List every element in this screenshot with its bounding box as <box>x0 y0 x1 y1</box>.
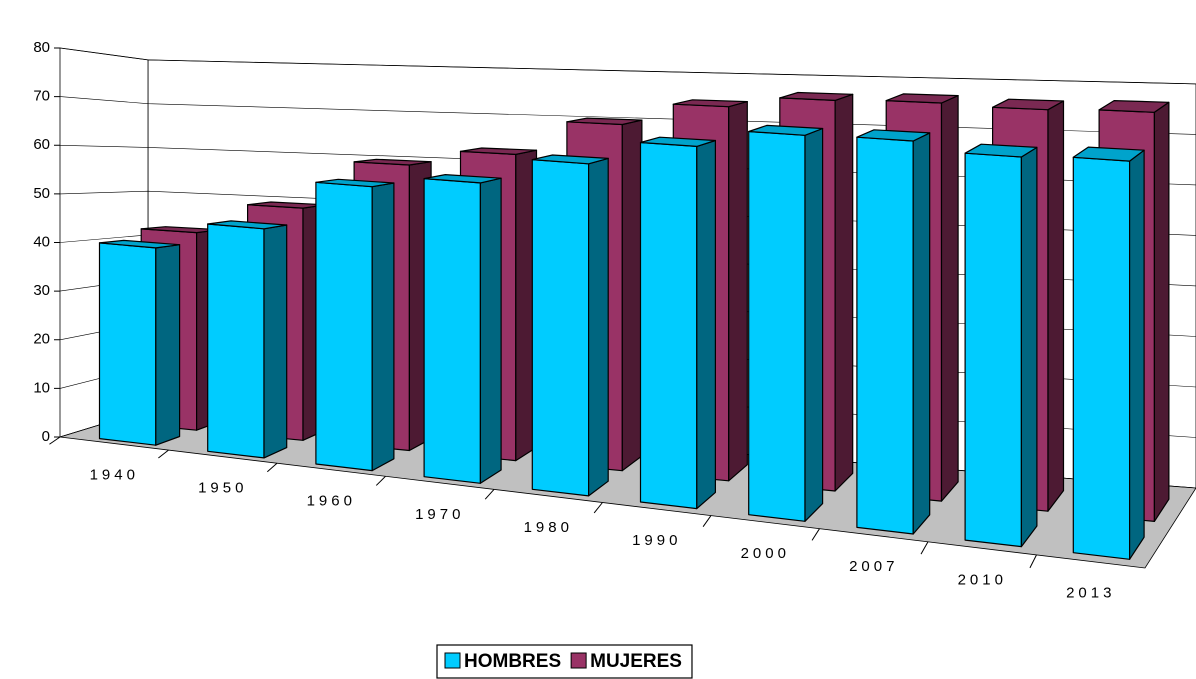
bar-side <box>696 139 717 510</box>
bar-side <box>263 224 288 459</box>
bar <box>964 143 1038 548</box>
x-tick-label: 1970 <box>415 506 464 523</box>
x-tick <box>1029 554 1037 569</box>
y-tick-label: 20 <box>33 331 50 348</box>
y-tick-label: 0 <box>42 428 50 445</box>
bar-top <box>1072 146 1145 162</box>
bar <box>98 239 181 446</box>
bar-front <box>207 223 265 459</box>
y-tick-label: 30 <box>33 282 50 299</box>
x-tick-label: 2007 <box>849 558 898 575</box>
x-tick <box>49 436 61 445</box>
y-tick-label: 50 <box>33 185 50 202</box>
bar <box>531 154 609 497</box>
legend-label: MUJERES <box>590 651 682 672</box>
bar-side <box>728 100 748 482</box>
bar-side <box>1047 100 1065 512</box>
bar <box>1072 146 1145 560</box>
bar-top <box>315 178 395 188</box>
bar-top <box>991 98 1065 111</box>
bar-front <box>315 181 373 472</box>
y-tick-label: 70 <box>33 88 50 105</box>
x-tick-label: 2010 <box>958 571 1007 588</box>
bar-front <box>423 178 481 484</box>
bar <box>207 220 288 459</box>
x-tick-label: 1990 <box>632 532 681 549</box>
x-tick-label: 1940 <box>90 467 139 484</box>
bar-top <box>639 136 717 147</box>
bar-top <box>856 129 931 142</box>
bar-top <box>672 99 748 108</box>
bar-side <box>621 119 643 472</box>
bar <box>639 136 717 510</box>
x-tick-label: 1960 <box>307 493 356 510</box>
bar-side <box>940 94 959 502</box>
bar <box>423 174 502 484</box>
bar-side <box>834 93 854 492</box>
bar-front <box>639 141 698 510</box>
y-tick-label: 10 <box>33 379 50 396</box>
bar-side <box>912 132 931 535</box>
bar-top <box>779 91 854 102</box>
legend-swatch <box>570 652 587 669</box>
y-tick-label: 40 <box>33 233 50 250</box>
x-tick <box>920 541 929 555</box>
bar-front <box>748 130 806 522</box>
bar-side <box>1020 146 1038 548</box>
bar-top <box>207 220 288 230</box>
bar <box>315 178 395 472</box>
x-tick <box>593 502 603 514</box>
bar-front <box>964 152 1023 548</box>
bar-top <box>748 124 824 136</box>
bar-side <box>479 177 502 484</box>
bar-top <box>1098 99 1170 113</box>
bar-front <box>1072 156 1131 560</box>
y-tick-label: 60 <box>33 136 50 153</box>
legend-box <box>436 644 693 679</box>
x-tick <box>702 515 712 527</box>
x-tick <box>484 489 495 500</box>
bar-front <box>98 242 157 446</box>
x-tick <box>375 475 386 486</box>
y-tick-label: 80 <box>33 39 50 56</box>
legend: HOMBRES MUJERES <box>436 644 693 679</box>
bar-top <box>353 158 432 166</box>
x-tick-label: 2013 <box>1066 584 1115 601</box>
bar-top <box>459 147 538 155</box>
bar-side <box>155 244 181 446</box>
legend-swatch <box>444 652 461 669</box>
bar-top <box>885 93 959 104</box>
bar-top <box>98 239 181 249</box>
x-tick-label: 1980 <box>524 519 573 536</box>
bar-front <box>531 159 590 497</box>
grid-line <box>59 47 1196 85</box>
x-tick <box>811 528 820 541</box>
x-tick-label: 2000 <box>741 545 790 562</box>
bar-side <box>804 127 824 522</box>
bar-side <box>587 157 609 497</box>
bar-top <box>964 143 1038 158</box>
bar-side <box>371 182 395 472</box>
bar <box>856 129 931 535</box>
bar-side <box>1128 149 1145 560</box>
legend-label: HOMBRES <box>464 651 561 672</box>
x-tick-label: 1950 <box>198 480 247 497</box>
bar <box>748 124 824 522</box>
bar-top <box>566 117 643 126</box>
bar-side <box>1153 101 1170 523</box>
bar-top <box>531 154 609 165</box>
bar-top <box>423 174 502 184</box>
bar-front <box>856 136 914 535</box>
x-tick <box>158 449 169 459</box>
x-tick <box>266 462 278 473</box>
